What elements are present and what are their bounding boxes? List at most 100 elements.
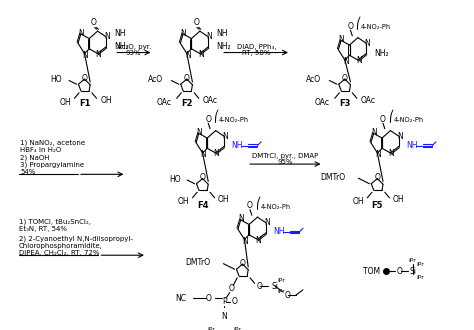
- Text: N: N: [397, 132, 402, 141]
- Text: NH: NH: [231, 141, 243, 150]
- Text: NH₂: NH₂: [217, 43, 231, 51]
- Text: ⎛: ⎛: [255, 197, 260, 210]
- Text: OH: OH: [60, 98, 72, 107]
- Text: F4: F4: [197, 201, 209, 211]
- Text: O: O: [205, 115, 211, 124]
- Text: OAc: OAc: [361, 96, 375, 105]
- Text: Si: Si: [271, 281, 278, 291]
- Text: F2: F2: [181, 99, 192, 108]
- Text: ⎛: ⎛: [388, 110, 393, 123]
- Text: OH: OH: [178, 197, 190, 206]
- Text: TOM =: TOM =: [363, 267, 388, 276]
- Text: O: O: [347, 22, 354, 31]
- Text: N: N: [389, 149, 394, 158]
- Text: OH: OH: [100, 96, 112, 105]
- Text: DMTrO: DMTrO: [185, 258, 210, 267]
- Text: N: N: [338, 35, 344, 44]
- Text: Si: Si: [410, 267, 417, 276]
- Text: DIAD, PPh₃,: DIAD, PPh₃,: [237, 44, 276, 50]
- Text: 95%: 95%: [278, 159, 293, 165]
- Text: HO: HO: [169, 175, 181, 183]
- Text: 4-NO₂-Ph: 4-NO₂-Ph: [393, 117, 423, 123]
- Text: 1) NaNO₂, acetone: 1) NaNO₂, acetone: [20, 140, 85, 146]
- Text: N: N: [198, 50, 204, 59]
- Text: N: N: [180, 28, 186, 38]
- Text: DIPEA, CH₂Cl₂, RT, 72%: DIPEA, CH₂Cl₂, RT, 72%: [18, 250, 99, 256]
- Text: N: N: [201, 150, 206, 159]
- Text: O: O: [193, 18, 199, 27]
- Text: ⎛: ⎛: [213, 110, 219, 123]
- Text: 4-NO₂-Ph: 4-NO₂-Ph: [260, 204, 291, 210]
- Text: N: N: [264, 218, 270, 227]
- Text: O: O: [184, 74, 190, 83]
- Text: HBF₄ in H₂O: HBF₄ in H₂O: [20, 147, 62, 153]
- Text: NH: NH: [273, 227, 285, 237]
- Text: N: N: [365, 39, 370, 48]
- Text: F1: F1: [79, 99, 90, 108]
- Text: N: N: [356, 56, 362, 65]
- Text: O: O: [247, 201, 253, 211]
- Text: 3) Propargylamine: 3) Propargylamine: [20, 162, 84, 168]
- Text: N: N: [196, 128, 202, 137]
- Text: O: O: [205, 294, 211, 303]
- Text: N: N: [238, 214, 244, 223]
- Text: O: O: [284, 291, 290, 300]
- Text: N: N: [78, 28, 84, 38]
- Text: O: O: [82, 74, 88, 83]
- Text: N: N: [371, 128, 376, 137]
- Text: N: N: [255, 236, 261, 245]
- Text: iPr: iPr: [417, 262, 424, 267]
- Text: ⎛: ⎛: [355, 17, 361, 30]
- Text: 93%: 93%: [126, 50, 142, 56]
- Text: OAc: OAc: [157, 98, 172, 107]
- Text: HO: HO: [50, 75, 62, 84]
- Text: P: P: [222, 297, 227, 307]
- Text: N: N: [214, 149, 219, 158]
- Text: 1) TOMCl, tBu₂SnCl₂,: 1) TOMCl, tBu₂SnCl₂,: [18, 218, 91, 225]
- Text: N: N: [243, 237, 248, 246]
- Text: F3: F3: [339, 99, 351, 108]
- Text: iPr: iPr: [233, 327, 241, 330]
- Text: OH: OH: [392, 195, 404, 204]
- Text: NC: NC: [175, 294, 186, 303]
- Text: 2) 2-Cyanoethyl N,N-diisopropyl-: 2) 2-Cyanoethyl N,N-diisopropyl-: [18, 235, 132, 242]
- Text: OAc: OAc: [315, 98, 330, 107]
- Text: F5: F5: [372, 201, 383, 211]
- Text: Chlorophosphoramidite,: Chlorophosphoramidite,: [18, 243, 102, 249]
- Text: O: O: [380, 115, 386, 124]
- Text: iPr: iPr: [277, 289, 285, 294]
- Text: 4-NO₂-Ph: 4-NO₂-Ph: [361, 24, 391, 30]
- Text: 2) NaOH: 2) NaOH: [20, 154, 50, 161]
- Text: N: N: [185, 51, 191, 60]
- Text: OH: OH: [353, 197, 365, 206]
- Text: NH: NH: [217, 29, 228, 38]
- Text: iPr: iPr: [417, 275, 424, 280]
- Text: N: N: [82, 51, 88, 60]
- Text: 54%: 54%: [20, 170, 36, 176]
- Text: N: N: [221, 312, 227, 321]
- Text: NH₂: NH₂: [374, 49, 389, 58]
- Text: N: N: [96, 50, 101, 59]
- Text: O: O: [228, 284, 235, 293]
- Text: 4-NO₂-Ph: 4-NO₂-Ph: [219, 117, 248, 123]
- Text: N: N: [343, 57, 349, 66]
- Text: N: N: [206, 32, 212, 41]
- Text: N: N: [104, 32, 109, 41]
- Text: N: N: [375, 150, 381, 159]
- Text: NH: NH: [114, 29, 126, 38]
- Text: RT, 58%: RT, 58%: [242, 50, 271, 56]
- Text: Et₃N, RT, 54%: Et₃N, RT, 54%: [18, 226, 66, 232]
- Text: AcO: AcO: [148, 75, 163, 84]
- Text: iPr: iPr: [277, 278, 285, 283]
- Text: O: O: [91, 18, 97, 27]
- Text: DMTrO: DMTrO: [320, 173, 345, 182]
- Text: iPr: iPr: [207, 327, 215, 330]
- Text: OAc: OAc: [202, 96, 218, 105]
- Text: Ac₂O, pyr.: Ac₂O, pyr.: [117, 44, 151, 50]
- Text: O: O: [232, 297, 237, 307]
- Text: O: O: [240, 259, 246, 268]
- Text: O: O: [342, 74, 348, 83]
- Text: NH: NH: [406, 141, 418, 150]
- Text: N: N: [222, 132, 228, 141]
- Text: NH₂: NH₂: [114, 43, 129, 51]
